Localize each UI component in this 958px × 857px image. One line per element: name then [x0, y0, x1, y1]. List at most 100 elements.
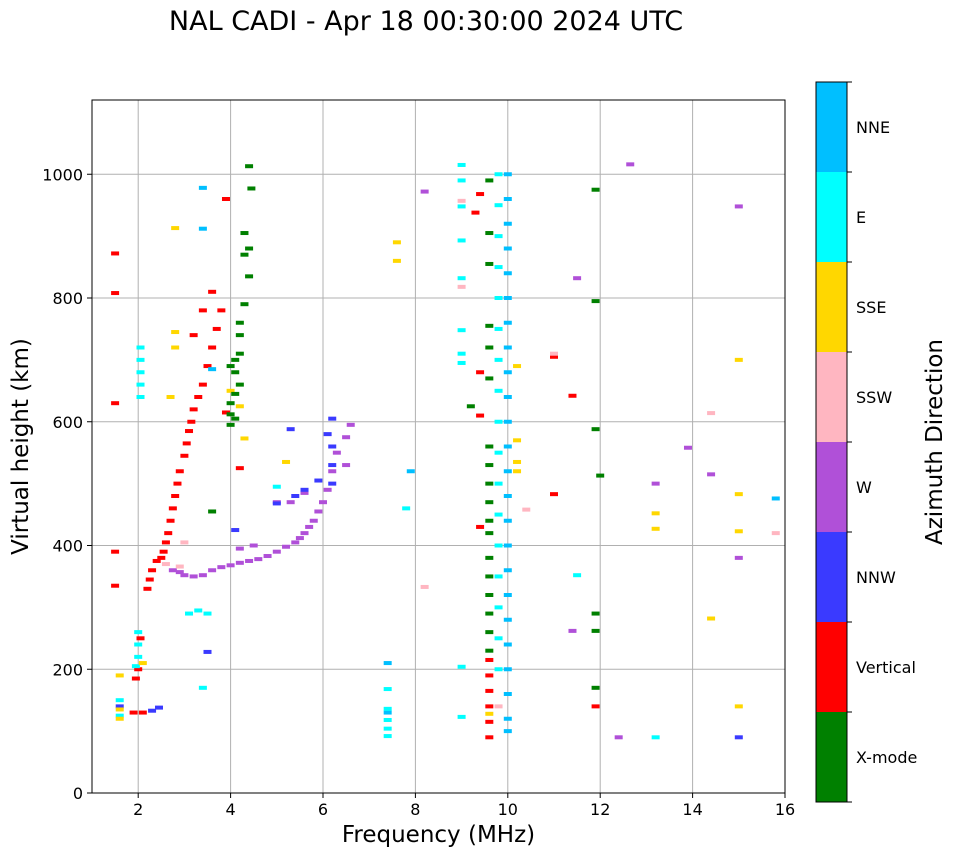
data-point-w [295, 536, 304, 541]
data-point-w [651, 481, 660, 486]
data-point-w [332, 450, 341, 455]
data-point-w [305, 524, 314, 529]
data-point-nne [503, 221, 512, 226]
data-point-e [494, 234, 503, 239]
data-point-x-mode [485, 611, 494, 616]
data-point-vertical [136, 636, 145, 641]
data-point-vertical [485, 735, 494, 740]
data-point-w [208, 568, 217, 573]
x-tick-label: 4 [226, 800, 236, 819]
data-point-nne [383, 710, 392, 715]
data-point-nnw [203, 649, 212, 654]
data-point-vertical [476, 370, 485, 375]
data-point-x-mode [591, 685, 600, 690]
data-point-vertical [111, 549, 120, 554]
data-point-nnw [115, 704, 124, 709]
data-point-sse [115, 716, 124, 721]
data-point-nne [503, 271, 512, 276]
data-point-e [457, 238, 466, 243]
data-point-w [342, 463, 351, 468]
data-point-e [457, 276, 466, 281]
data-point-nnw [231, 528, 240, 533]
data-point-ssw [550, 351, 558, 356]
data-point-sse [240, 436, 249, 441]
data-point-nne [503, 568, 512, 573]
colorbar-tick-label: NNW [856, 568, 896, 587]
data-point-x-mode [466, 404, 475, 409]
data-point-x-mode [231, 416, 240, 421]
data-point-vertical [161, 540, 170, 545]
data-point-w [328, 469, 337, 474]
data-point-vertical [152, 558, 161, 563]
data-point-e [494, 326, 503, 331]
data-point-ssw [522, 507, 531, 512]
data-point-e [383, 706, 392, 711]
data-point-nnw [314, 478, 323, 483]
data-point-e [383, 687, 392, 692]
data-point-nnw [328, 463, 337, 468]
data-point-vertical [194, 395, 203, 399]
data-point-e [494, 636, 503, 641]
data-point-e [383, 717, 392, 722]
data-point-w [245, 558, 254, 563]
data-point-e [136, 370, 145, 375]
data-point-e [194, 608, 203, 613]
data-point-w [272, 549, 281, 554]
data-point-x-mode [485, 555, 494, 560]
colorbar-tick-label: SSW [856, 388, 892, 407]
data-point-sse [226, 388, 235, 393]
data-point-x-mode [485, 630, 494, 635]
data-point-nne [503, 692, 512, 696]
data-point-nne [208, 367, 217, 372]
data-point-vertical [185, 429, 194, 434]
data-point-w [168, 568, 177, 573]
y-tick-label: 0 [73, 784, 83, 803]
data-point-x-mode [485, 481, 494, 486]
data-point-e [134, 630, 143, 635]
data-points [111, 162, 780, 740]
colorbar-label: Azimuth Direction [922, 339, 948, 545]
data-point-w [323, 487, 332, 492]
data-point-sse [392, 240, 401, 245]
data-point-e [494, 172, 503, 177]
data-point-vertical [550, 492, 558, 497]
data-point-x-mode [247, 186, 256, 191]
data-point-w [319, 500, 327, 505]
data-point-w [175, 570, 184, 575]
data-point-e [494, 450, 503, 455]
data-point-w [568, 628, 577, 633]
data-point-nne [503, 593, 512, 597]
data-point-e [185, 611, 194, 616]
data-point-e [136, 395, 145, 399]
data-point-w [226, 563, 235, 568]
data-point-nne [771, 496, 780, 501]
data-point-sse [166, 395, 175, 399]
data-point-nne [503, 296, 512, 300]
data-point-vertical [143, 586, 152, 591]
data-point-vertical [208, 345, 217, 350]
data-point-nne [503, 246, 512, 251]
data-point-vertical [189, 407, 198, 412]
y-tick-label: 600 [52, 413, 83, 432]
data-point-x-mode [231, 391, 240, 396]
data-point-w [235, 546, 244, 551]
data-point-sse [171, 330, 180, 335]
data-point-e [457, 204, 466, 209]
data-point-x-mode [226, 412, 235, 417]
data-point-sse [513, 469, 522, 474]
data-point-nne [503, 197, 512, 201]
data-point-vertical [203, 364, 212, 369]
data-point-vertical [221, 197, 230, 201]
data-point-vertical [138, 710, 147, 715]
data-point-sse [392, 258, 401, 263]
data-point-ssw [771, 531, 780, 536]
data-point-w [254, 557, 263, 562]
data-point-x-mode [240, 302, 249, 307]
data-point-e [494, 388, 503, 393]
data-point-x-mode [485, 231, 494, 236]
data-point-nne [503, 716, 512, 721]
data-point-e [136, 357, 145, 362]
data-point-nnw [286, 427, 295, 432]
data-point-nne [503, 419, 512, 424]
data-point-w [683, 445, 692, 450]
